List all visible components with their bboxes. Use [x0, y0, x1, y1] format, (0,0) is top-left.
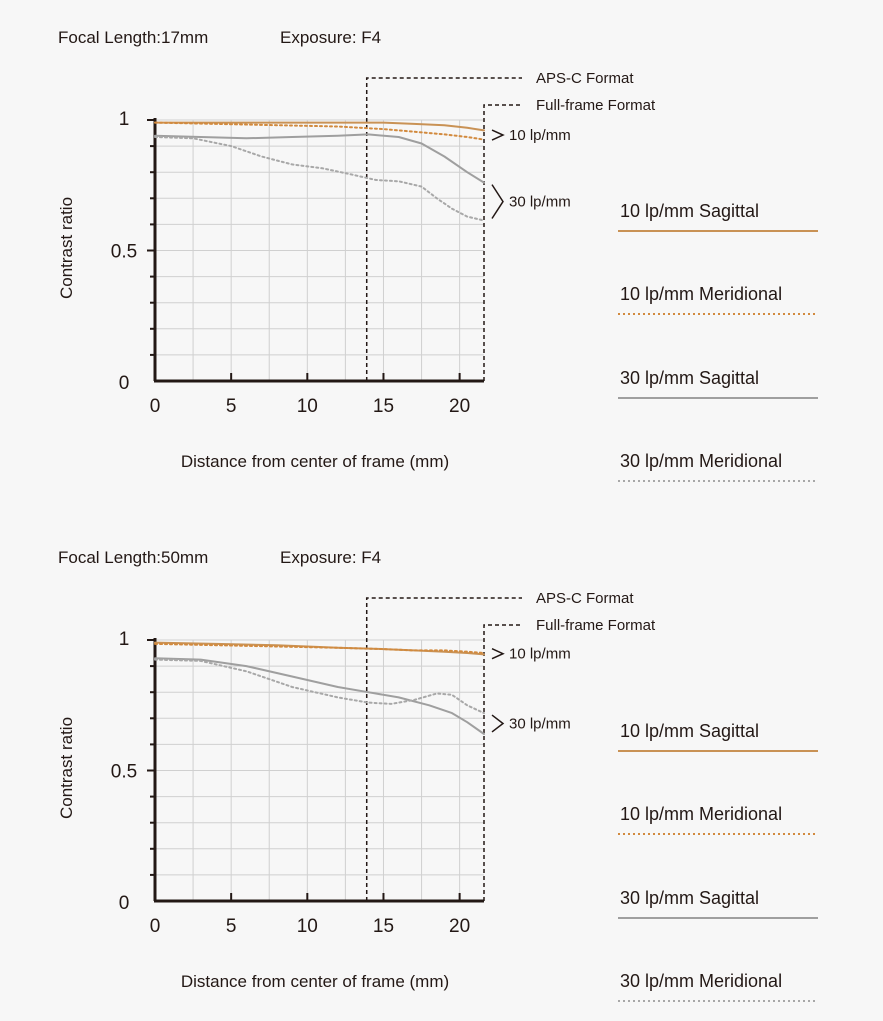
- legend-label-30-lp-mm-meridional: 30 lp/mm Meridional: [620, 451, 782, 471]
- bracket-30lpmm: [491, 184, 504, 219]
- legend-label-30-lp-mm-meridional: 30 lp/mm Meridional: [620, 971, 782, 991]
- bracket-10lpmm: [491, 129, 505, 141]
- y-tick-label: 0: [119, 893, 130, 914]
- legend-label-10-lp-mm-sagittal: 10 lp/mm Sagittal: [620, 201, 759, 221]
- x-tick-label: 0: [150, 916, 161, 937]
- legend-label-10-lp-mm-sagittal: 10 lp/mm Sagittal: [620, 721, 759, 741]
- bracket-30lpmm: [491, 714, 505, 733]
- group-label-30lpmm: 30 lp/mm: [509, 194, 571, 211]
- exposure-label: Exposure: F4: [280, 28, 381, 47]
- x-tick-label: 10: [297, 916, 318, 937]
- group-label-10lpmm: 10 lp/mm: [509, 646, 571, 663]
- series-line-10-lp-mm-meridional: [154, 121, 485, 141]
- y-tick-label: 1: [119, 629, 130, 650]
- series-line-30-lp-mm-meridional: [154, 136, 485, 222]
- y-axis-title: Contrast ratio: [57, 717, 76, 819]
- x-axis-title: Distance from center of frame (mm): [181, 972, 449, 991]
- x-tick-label: 20: [449, 916, 470, 937]
- series-line-10-lp-mm-sagittal: [154, 121, 485, 132]
- fullframe-format-marker: [483, 624, 522, 901]
- legend-label-10-lp-mm-meridional: 10 lp/mm Meridional: [620, 804, 782, 824]
- fullframe-format-label: Full-frame Format: [536, 97, 656, 114]
- y-tick-label: 1: [119, 109, 130, 130]
- y-tick-label: 0.5: [111, 762, 137, 783]
- legend-label-10-lp-mm-meridional: 10 lp/mm Meridional: [620, 284, 782, 304]
- series-line-10-lp-mm-sagittal: [154, 641, 485, 656]
- fullframe-format-label: Full-frame Format: [536, 617, 656, 634]
- exposure-label: Exposure: F4: [280, 548, 381, 567]
- x-tick-label: 20: [449, 396, 470, 417]
- bracket-10lpmm: [491, 648, 505, 660]
- apsc-format-marker: [365, 597, 522, 901]
- y-axis-title: Contrast ratio: [57, 197, 76, 299]
- x-tick-label: 10: [297, 396, 318, 417]
- group-label-10lpmm: 10 lp/mm: [509, 127, 571, 144]
- series-line-10-lp-mm-meridional: [154, 642, 485, 654]
- legend-label-30-lp-mm-sagittal: 30 lp/mm Sagittal: [620, 888, 759, 908]
- apsc-format-label: APS-C Format: [536, 590, 634, 607]
- x-tick-label: 5: [226, 396, 237, 417]
- apsc-format-marker: [365, 77, 522, 381]
- x-tick-label: 0: [150, 396, 161, 417]
- y-tick-label: 0.5: [111, 242, 137, 263]
- series-line-30-lp-mm-meridional: [154, 658, 485, 715]
- focal-length-label: Focal Length:50mm: [58, 548, 208, 567]
- series-line-30-lp-mm-sagittal: [154, 657, 485, 735]
- focal-length-label: Focal Length:17mm: [58, 28, 208, 47]
- series-line-30-lp-mm-sagittal: [154, 133, 485, 184]
- fullframe-format-marker: [483, 104, 522, 381]
- apsc-format-label: APS-C Format: [536, 70, 634, 87]
- y-tick-label: 0: [119, 373, 130, 394]
- group-label-30lpmm: 30 lp/mm: [509, 716, 571, 733]
- x-axis-title: Distance from center of frame (mm): [181, 452, 449, 471]
- x-tick-label: 5: [226, 916, 237, 937]
- x-tick-label: 15: [373, 396, 394, 417]
- x-tick-label: 15: [373, 916, 394, 937]
- legend-label-30-lp-mm-sagittal: 30 lp/mm Sagittal: [620, 368, 759, 388]
